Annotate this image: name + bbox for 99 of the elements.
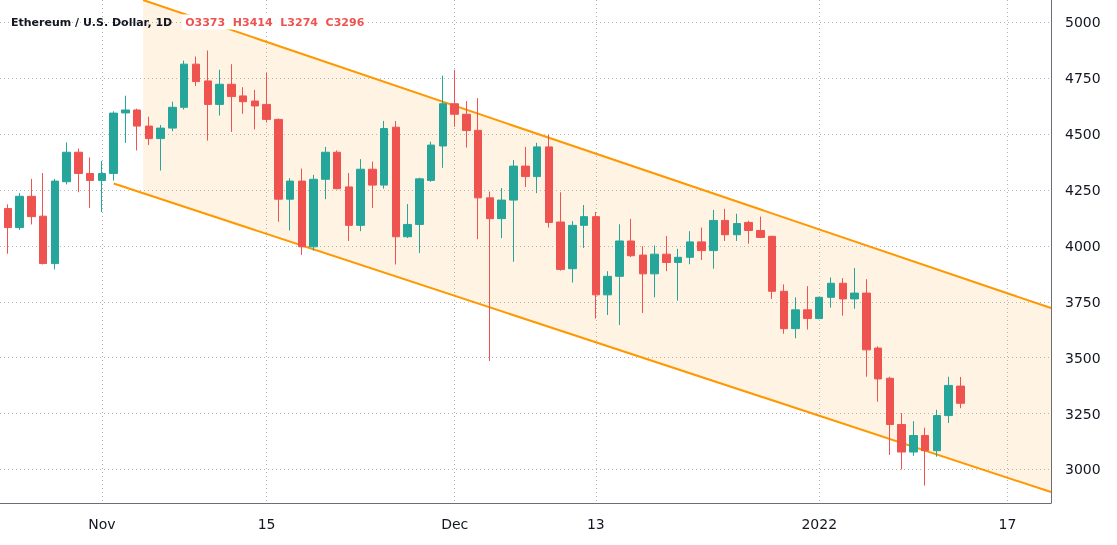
- candlestick: [509, 159, 518, 263]
- candlestick: [439, 75, 447, 169]
- candlestick: [62, 141, 71, 185]
- candlestick: [580, 204, 588, 249]
- x-tick-label: 13: [586, 516, 605, 532]
- candlestick: [368, 161, 377, 209]
- candlestick: [39, 172, 47, 265]
- candlestick: [168, 101, 177, 132]
- candlestick: [15, 192, 24, 231]
- candlestick: [768, 235, 776, 300]
- candlestick: [403, 203, 412, 239]
- candlestick: [839, 277, 847, 317]
- candlestick: [462, 100, 471, 149]
- candlestick: [109, 110, 118, 182]
- candlestick: [850, 267, 859, 310]
- text: Ethereum / U.S. Dollar, 1D: [11, 15, 173, 29]
- candlestick: [874, 345, 882, 403]
- candlestick: [356, 158, 365, 232]
- candlestick: [886, 376, 894, 456]
- y-tick-label: 4750: [1065, 70, 1101, 87]
- candlestick: [674, 248, 682, 302]
- y-tick-label: 5000: [1065, 14, 1101, 31]
- candlestick: [545, 134, 553, 229]
- candlestick: [286, 177, 294, 231]
- candlestick: [474, 97, 482, 240]
- y-tick-label: 4000: [1065, 237, 1101, 254]
- candlestick: [145, 116, 153, 146]
- candlestick: [697, 227, 706, 261]
- candlestick: [27, 178, 36, 225]
- candlestick: [450, 69, 459, 128]
- candlestick: [791, 296, 800, 339]
- candlestick: [815, 296, 823, 320]
- candlestick: [568, 220, 577, 284]
- candlestick: [709, 209, 718, 270]
- candlestick: [262, 72, 271, 124]
- candlestick: [592, 211, 600, 320]
- candlestick: [744, 220, 753, 245]
- candlestick: [380, 120, 388, 190]
- candlestick: [662, 235, 671, 272]
- candlestick: [486, 191, 494, 362]
- candlestick: [309, 174, 318, 252]
- candlestick: [639, 245, 647, 314]
- candlestick: [827, 276, 835, 309]
- candlestick: [192, 56, 200, 87]
- y-tick-label: 3500: [1065, 349, 1101, 366]
- candlestick: [521, 146, 530, 188]
- candlestick: [686, 230, 694, 265]
- candlestick: [251, 89, 259, 130]
- candlestick: [733, 213, 741, 242]
- candlestick: [121, 95, 130, 144]
- candlestick: [74, 148, 83, 193]
- candlestick: [650, 244, 659, 298]
- candlestick: [133, 108, 141, 151]
- y-tick-label: 4250: [1065, 182, 1101, 199]
- x-tick-label: Nov: [88, 516, 116, 532]
- candlestick: [215, 69, 224, 117]
- x-tick-label: 2022: [801, 516, 838, 532]
- candlestick: [98, 160, 106, 213]
- y-tick-label: 4500: [1065, 126, 1101, 143]
- candlestick: [415, 177, 424, 254]
- candlestick: [86, 156, 94, 209]
- candlestick: [333, 149, 341, 190]
- candlestick: [298, 168, 306, 256]
- candlestick: [897, 412, 906, 470]
- candlestick: [721, 208, 729, 242]
- candlestick: [227, 63, 236, 133]
- candlestick: [944, 376, 953, 424]
- candlestick: [533, 142, 541, 194]
- y-tick-label: 3250: [1065, 405, 1101, 422]
- candlestick: [756, 216, 765, 239]
- candlestick: [921, 427, 929, 487]
- candlestick: [780, 283, 788, 335]
- y-tick-label: 3750: [1065, 293, 1101, 310]
- candlestick: [239, 86, 247, 115]
- candlestick: [603, 270, 612, 316]
- candlestick: [627, 218, 635, 258]
- candlestick: [933, 409, 941, 458]
- candlestick: [345, 172, 353, 242]
- candlestick: [427, 141, 435, 183]
- annotation: O3373 H3414 L3274 C3296: [185, 15, 365, 29]
- x-tick-label: Dec: [441, 516, 469, 532]
- candlestick: [615, 223, 624, 326]
- candlestick: [956, 376, 965, 409]
- candlestick: [862, 278, 871, 378]
- candlestick: [392, 120, 400, 265]
- candlestick: [321, 146, 330, 200]
- candlestick: [556, 191, 565, 272]
- y-tick-label: 3000: [1065, 461, 1101, 478]
- x-tick-label: 15: [257, 516, 276, 532]
- x-tick-label: 17: [998, 516, 1017, 532]
- candlestick: [497, 187, 506, 239]
- candlestick: [909, 420, 918, 457]
- candlestick: [156, 124, 165, 172]
- candlestick: [803, 285, 812, 331]
- candlestick: [51, 178, 59, 270]
- candlestick: [180, 60, 188, 111]
- candlestick: [204, 50, 212, 142]
- candlestick: [4, 203, 12, 255]
- candlestick: [274, 117, 283, 223]
